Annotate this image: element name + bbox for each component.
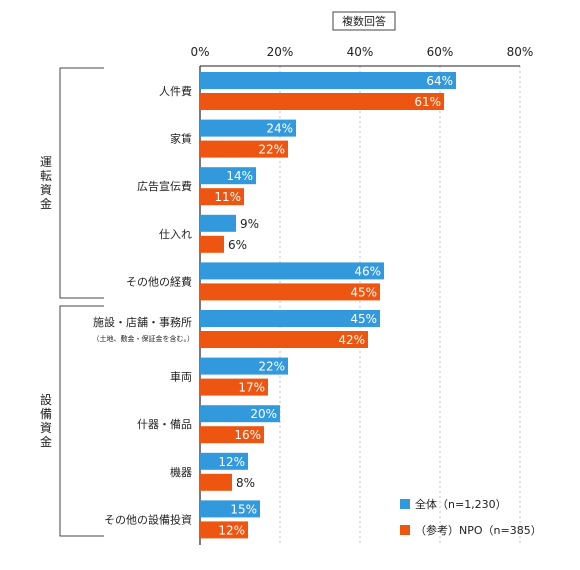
bar — [200, 93, 444, 110]
data-label: 15% — [230, 502, 257, 516]
note-label: 複数回答 — [342, 14, 386, 28]
legend-label: 全体（n=1,230） — [415, 497, 507, 511]
data-label: 11% — [214, 190, 241, 204]
bar — [200, 119, 296, 137]
data-label: 45% — [350, 312, 377, 326]
category-label: 家賃 — [170, 132, 192, 146]
legend-label: （参考）NPO（n=385） — [415, 523, 542, 537]
group-bracket — [59, 305, 104, 537]
x-tick-label: 40% — [347, 45, 374, 59]
bar — [200, 214, 236, 232]
bar — [200, 500, 260, 518]
data-label: 64% — [426, 74, 453, 88]
group-bracket — [59, 67, 104, 299]
data-label: 8% — [236, 476, 255, 490]
bar — [200, 357, 288, 375]
bar — [200, 167, 256, 185]
bar — [200, 310, 380, 327]
legend-swatch — [400, 499, 410, 509]
group-label: 設備資金 — [40, 392, 52, 449]
bar — [200, 405, 280, 423]
group-label: 運転資金 — [40, 155, 52, 211]
bar — [200, 378, 268, 396]
data-label: 45% — [350, 285, 377, 299]
data-label: 16% — [234, 428, 261, 442]
data-label: 20% — [250, 407, 277, 421]
gridlines — [199, 66, 521, 545]
note-box — [332, 11, 396, 31]
x-tick-label: 20% — [267, 45, 294, 59]
chart-note: 複数回答 — [332, 11, 396, 31]
data-label: 12% — [218, 523, 245, 537]
data-label: 9% — [240, 217, 259, 231]
bar — [200, 283, 380, 301]
bar — [200, 331, 368, 348]
category-label: 機器 — [170, 465, 192, 479]
category-label: 什器・備品 — [137, 418, 192, 431]
legend: 全体（n=1,230） （参考）NPO（n=385） — [400, 497, 542, 537]
bar — [200, 235, 224, 253]
bar — [200, 426, 264, 444]
category-label: 仕入れ — [159, 228, 192, 241]
bar — [200, 188, 244, 206]
data-label: 12% — [218, 455, 245, 469]
legend-swatch — [400, 525, 410, 535]
bar — [200, 72, 456, 89]
x-tick-label: 60% — [427, 45, 454, 59]
bar — [200, 521, 248, 539]
data-label: 17% — [238, 381, 265, 395]
category-label: 人件費 — [159, 84, 192, 98]
data-label: 14% — [226, 169, 253, 183]
bar — [200, 140, 288, 158]
bars: 64% 61% 24% 22% 14% 11% 9% 6% 46% 45% 45% 42% 22% 17%… — [200, 72, 456, 539]
category-label: その他の経費 — [126, 274, 192, 288]
bar — [200, 452, 248, 470]
data-label: 46% — [354, 264, 381, 278]
data-label: 22% — [258, 143, 285, 157]
category-label: 広告宣伝費 — [137, 179, 192, 193]
x-axis: 0% 20% 40% 60% 80% — [190, 45, 534, 67]
x-tick-label: 0% — [190, 45, 209, 59]
category-label: 車両 — [170, 370, 192, 384]
bar — [200, 473, 232, 491]
data-label: 42% — [338, 333, 365, 347]
data-label: 6% — [228, 238, 247, 252]
bar — [200, 262, 384, 280]
category-label: その他の設備投資 — [104, 512, 192, 526]
data-label: 24% — [266, 122, 293, 136]
category-note: （土地、敷金・保証金を含む。） — [93, 334, 195, 343]
data-label: 22% — [258, 360, 285, 374]
category-label: 施設・店舗・事務所 — [93, 315, 192, 329]
data-label: 61% — [414, 95, 441, 109]
x-tick-label: 80% — [507, 45, 534, 59]
